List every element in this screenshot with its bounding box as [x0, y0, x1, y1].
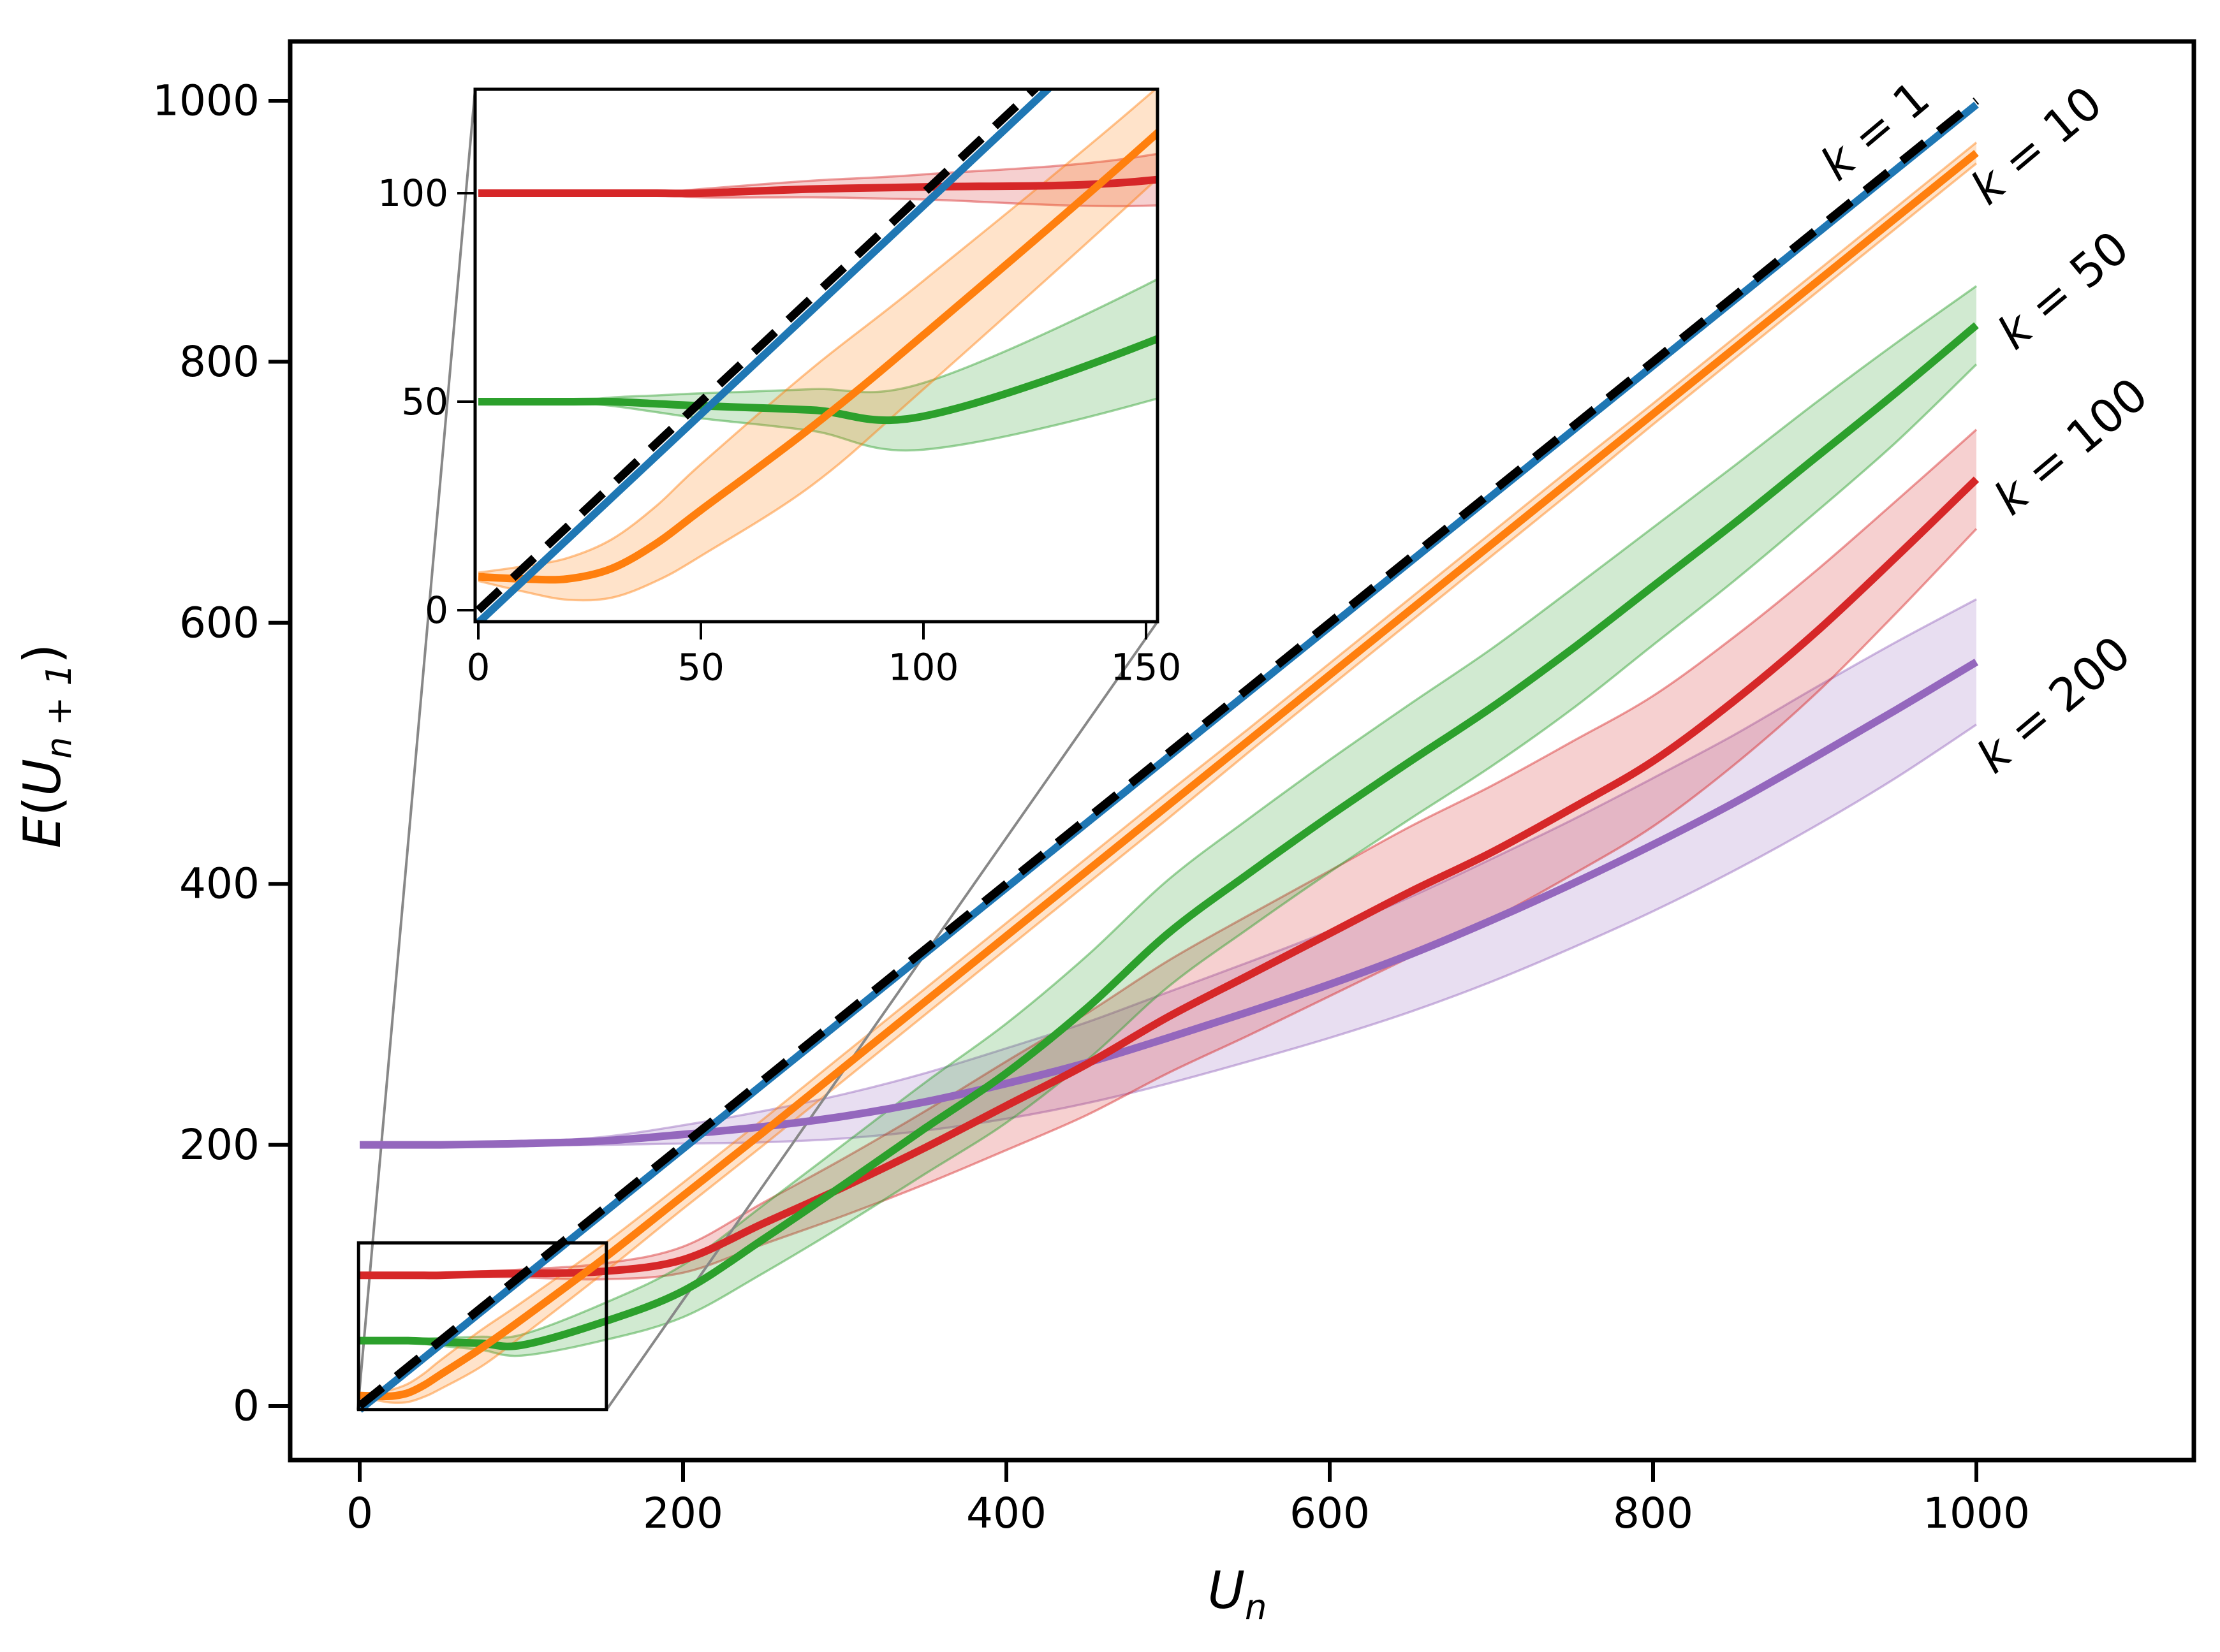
inset-curve-k100 [478, 175, 1158, 198]
band-upper-edge-k50 [359, 285, 1978, 1342]
inset-axes-x-tick-label: 50 [677, 646, 724, 689]
x-axis-subscript: n [1245, 1587, 1267, 1627]
x-axis-variable: U [1207, 1561, 1246, 1620]
inset-curve-k50 [478, 335, 1158, 425]
main-axes-y-tick-label: 400 [179, 859, 260, 909]
inset-band-lower-edge-k10 [478, 177, 1158, 602]
inset-axes-spines [473, 87, 1159, 624]
inset-axes-x-tick-label: 0 [467, 646, 490, 689]
main-curves [357, 97, 1980, 1413]
y-axis-label: E(Un + 1) [13, 644, 79, 849]
inset-background [475, 89, 1158, 622]
main-axes-x-tick-label: 1000 [1923, 1489, 2030, 1538]
main-axes-x-tick-label: 0 [346, 1489, 373, 1538]
inset-band-upper-edge-k50 [478, 277, 1158, 404]
curve-k10 [359, 150, 1979, 1401]
zoom-region-rectangle [357, 1241, 608, 1412]
main-axes-x-tick-label: 600 [1290, 1489, 1370, 1538]
curve-k100 [359, 476, 1980, 1280]
main-axes-y-tick-label: 1000 [152, 77, 260, 126]
inset-axes-y-tick-label: 100 [378, 172, 448, 215]
curve-k50 [359, 322, 1979, 1350]
x-axis-label: Un [1207, 1561, 1267, 1627]
main-axes-y-tick-label: 800 [179, 337, 260, 386]
inset-band-lower-edge-k50 [478, 397, 1158, 452]
y-axis-subscript: n + 1 [39, 663, 79, 759]
inset-band-upper-edge-k100 [478, 152, 1158, 195]
band-lower-edge-k10 [359, 162, 1978, 1404]
inset-band-upper-edge-k10 [478, 89, 1158, 574]
y-axis-open-paren: ( [13, 796, 72, 816]
main-axes-x-tick-label: 400 [966, 1489, 1047, 1538]
inset-axes-ticks: 0 50 100 150 0 50 100 [378, 172, 1181, 689]
main-axes-y-tick-label: 200 [179, 1120, 260, 1169]
y-axis-function: E [13, 815, 72, 849]
inset-band-lower-edge-k100 [478, 191, 1158, 208]
main-axes-y-tick-label: 600 [179, 598, 260, 647]
main-axes-x-tick-label: 800 [1613, 1489, 1693, 1538]
curve-identity-dashed [357, 97, 1980, 1410]
y-axis-variable: U [13, 759, 72, 796]
zoom-connector-line-1 [357, 89, 476, 1410]
curve-k200 [360, 659, 1979, 1149]
inset-axes-x-tick-label: 100 [888, 646, 959, 689]
main-axes-y-tick-label: 0 [233, 1382, 260, 1431]
inset-band-k50 [478, 279, 1158, 451]
inset-curve-k1 [475, 89, 1054, 622]
inset-curves [475, 89, 1158, 622]
main-axes-spines [288, 39, 2196, 1463]
inset-axes-y-tick-label: 50 [401, 380, 448, 423]
main-axes-x-tick-label: 200 [643, 1489, 723, 1538]
inset-curve-k10 [478, 128, 1158, 584]
y-axis-close-paren: ) [13, 643, 72, 664]
inset-curve-identity-dashed [475, 89, 1041, 613]
inset-axes-x-tick-label: 150 [1111, 646, 1182, 689]
inset-axes-y-tick-label: 0 [425, 588, 448, 632]
